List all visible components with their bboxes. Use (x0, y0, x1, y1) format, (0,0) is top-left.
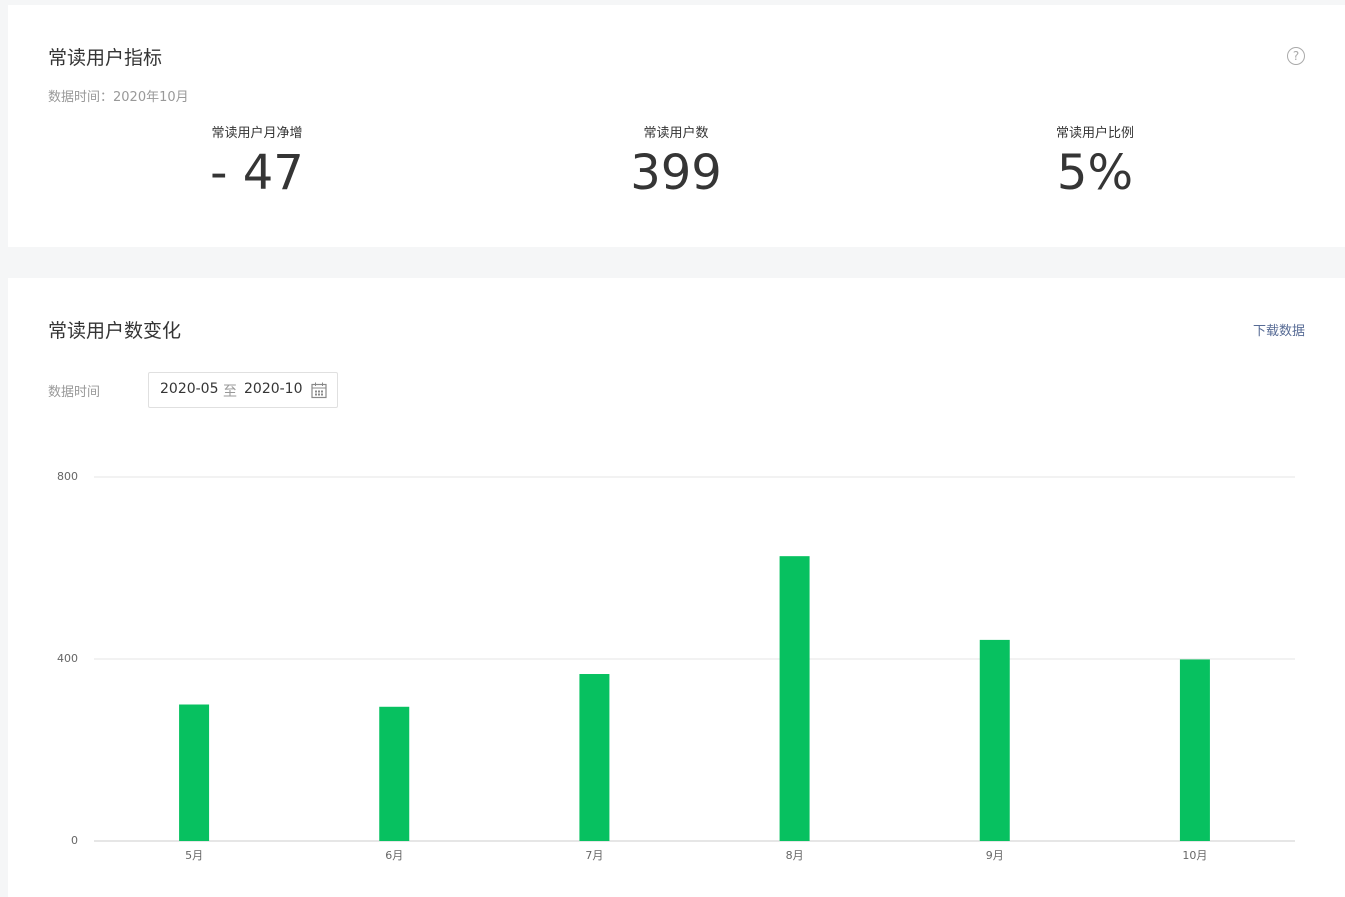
y-tick-label: 800 (57, 470, 78, 483)
x-tick-label: 10月 (1182, 849, 1207, 862)
calendar-icon (311, 382, 327, 399)
data-date: 数据时间：2020年10月 (48, 90, 189, 105)
bar (979, 639, 1010, 841)
card-title: 常读用户数变化 (48, 320, 182, 342)
bar (1179, 659, 1210, 841)
y-tick-label: 0 (71, 834, 78, 847)
x-tick-label: 9月 (986, 849, 1004, 862)
bar (379, 706, 410, 841)
x-tick-label: 8月 (786, 849, 804, 862)
bar (779, 556, 810, 841)
date-range-picker[interactable]: 2020-05 至 2020-10 (148, 372, 338, 408)
metric-label: 常读用户比例 (1055, 126, 1134, 141)
metric: 常读用户月净增 - 47 (107, 122, 407, 201)
metric-value: 399 (630, 145, 722, 201)
help-icon[interactable]: ? (1287, 47, 1305, 65)
metric-value: 5% (1056, 145, 1134, 201)
metric: 常读用户比例 5% (945, 122, 1245, 201)
metric: 常读用户数 399 (526, 122, 826, 201)
date-label: 数据时间 (48, 385, 101, 400)
x-tick-label: 6月 (385, 849, 403, 862)
date-end: 2020-10 (244, 381, 303, 397)
x-tick-label: 5月 (185, 849, 203, 862)
date-separator: 至 (223, 384, 237, 400)
chart: 0 400 800 5月 6月 7月 8月 9月 10月 (57, 470, 1295, 862)
metrics-card: 常读用户指标 ? 数据时间：2020年10月 常读用户月净增 - 47 常读用户数… (8, 5, 1345, 247)
x-tick-label: 7月 (585, 849, 603, 862)
download-link[interactable]: 下载数据 (1252, 324, 1305, 339)
bar (179, 704, 210, 841)
trend-card: 常读用户数变化 下载数据 数据时间 2020-05 至 2020-10 0 400… (8, 278, 1345, 897)
metric-label: 常读用户月净增 (211, 126, 303, 141)
card-title: 常读用户指标 (48, 47, 163, 69)
metric-label: 常读用户数 (643, 126, 709, 141)
date-start: 2020-05 (160, 381, 219, 397)
metric-value: - 47 (210, 145, 304, 201)
bar (579, 674, 610, 841)
y-tick-label: 400 (57, 652, 78, 665)
